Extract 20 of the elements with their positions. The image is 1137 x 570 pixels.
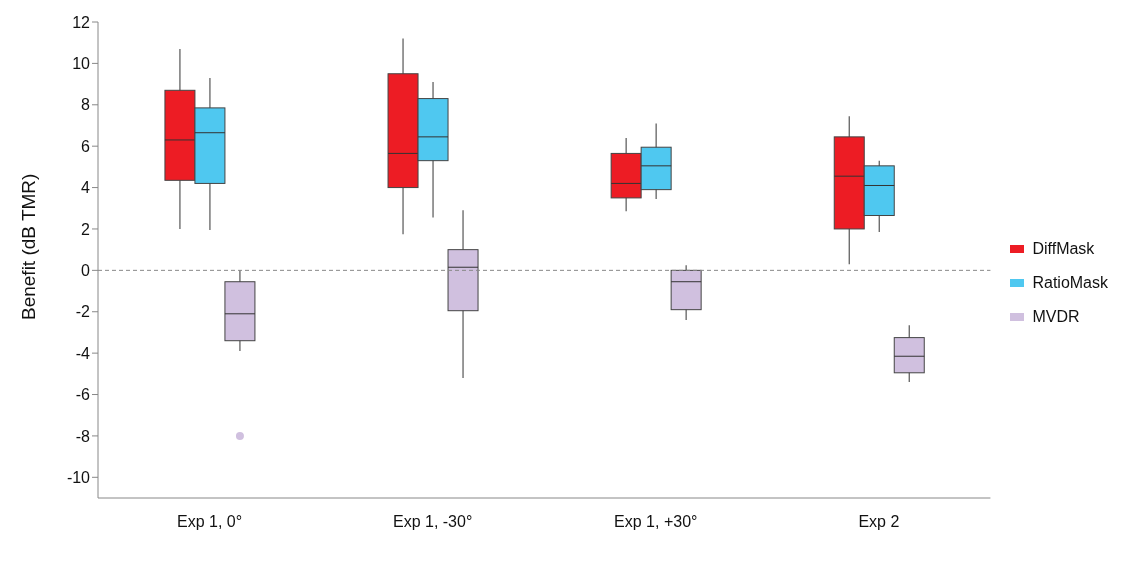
y-tick-label: -10 (66, 468, 91, 486)
legend-label: RatioMask (1032, 274, 1108, 292)
y-tick-label: 4 (81, 179, 91, 197)
y-tick-label: -2 (75, 303, 91, 321)
legend-label: DiffMask (1032, 240, 1095, 258)
y-axis-title: Benefit (dB TMR) (17, 173, 39, 320)
legend-label: MVDR (1032, 308, 1080, 326)
y-tick-label: -6 (75, 386, 91, 404)
y-tick-label: 12 (72, 13, 91, 31)
y-tick-label: 10 (72, 55, 91, 73)
y-tick-label: 2 (81, 220, 91, 238)
y-tick-label: -4 (75, 344, 91, 362)
y-tick-label: 6 (81, 137, 91, 155)
x-tick-label: Exp 1, -30° (392, 513, 473, 531)
y-tick-label: -8 (75, 427, 91, 445)
x-tick-label: Exp 1, +30° (614, 513, 698, 531)
x-tick-label: Exp 2 (858, 513, 900, 531)
y-tick-label: 0 (81, 262, 91, 280)
y-tick-label: 8 (81, 96, 91, 114)
x-tick-label: Exp 1, 0° (177, 513, 243, 531)
